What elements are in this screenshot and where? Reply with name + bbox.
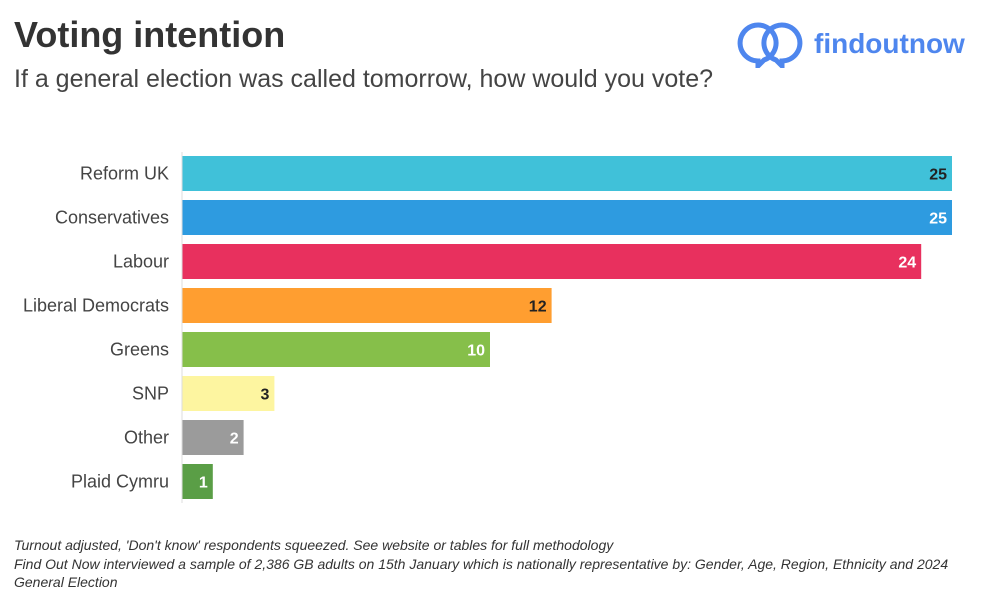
footnote-sample: Find Out Now interviewed a sample of 2,3… [14, 555, 949, 591]
chart-title: Voting intention [14, 14, 286, 55]
bar [182, 156, 952, 191]
bar [182, 420, 244, 455]
data-label: 25 [929, 211, 947, 228]
category-label: Reform UK [80, 164, 169, 184]
data-label: 3 [260, 387, 269, 404]
bar [182, 200, 952, 235]
bar [182, 288, 552, 323]
category-label: Conservatives [55, 208, 169, 228]
category-label: Other [124, 428, 169, 448]
category-label: Plaid Cymru [71, 472, 169, 492]
bar [182, 244, 922, 279]
category-label: Greens [110, 340, 169, 360]
bar [182, 376, 275, 411]
category-label: Liberal Democrats [23, 296, 169, 316]
bar [182, 332, 490, 367]
data-label: 12 [529, 299, 547, 316]
bar [182, 464, 213, 499]
category-label: SNP [132, 384, 169, 404]
footnotes: Turnout adjusted, 'Don't know' responden… [14, 536, 994, 592]
data-label: 25 [929, 167, 947, 184]
data-label: 1 [199, 475, 208, 492]
speech-bubbles-logo-icon [737, 22, 803, 68]
data-label: 10 [467, 343, 485, 360]
findoutnow-logo: findoutnow [736, 20, 965, 68]
category-label: Labour [113, 252, 169, 272]
chart-subtitle: If a general election was called tomorro… [14, 65, 713, 93]
data-label: 24 [898, 255, 916, 272]
bar-chart: Reform UK 25 Conservatives 25 Labour 24 Libera… [23, 152, 952, 503]
data-label: 2 [230, 431, 239, 448]
logo-text: findoutnow [814, 28, 965, 59]
footnote-methodology: Turnout adjusted, 'Don't know' responden… [14, 537, 614, 553]
